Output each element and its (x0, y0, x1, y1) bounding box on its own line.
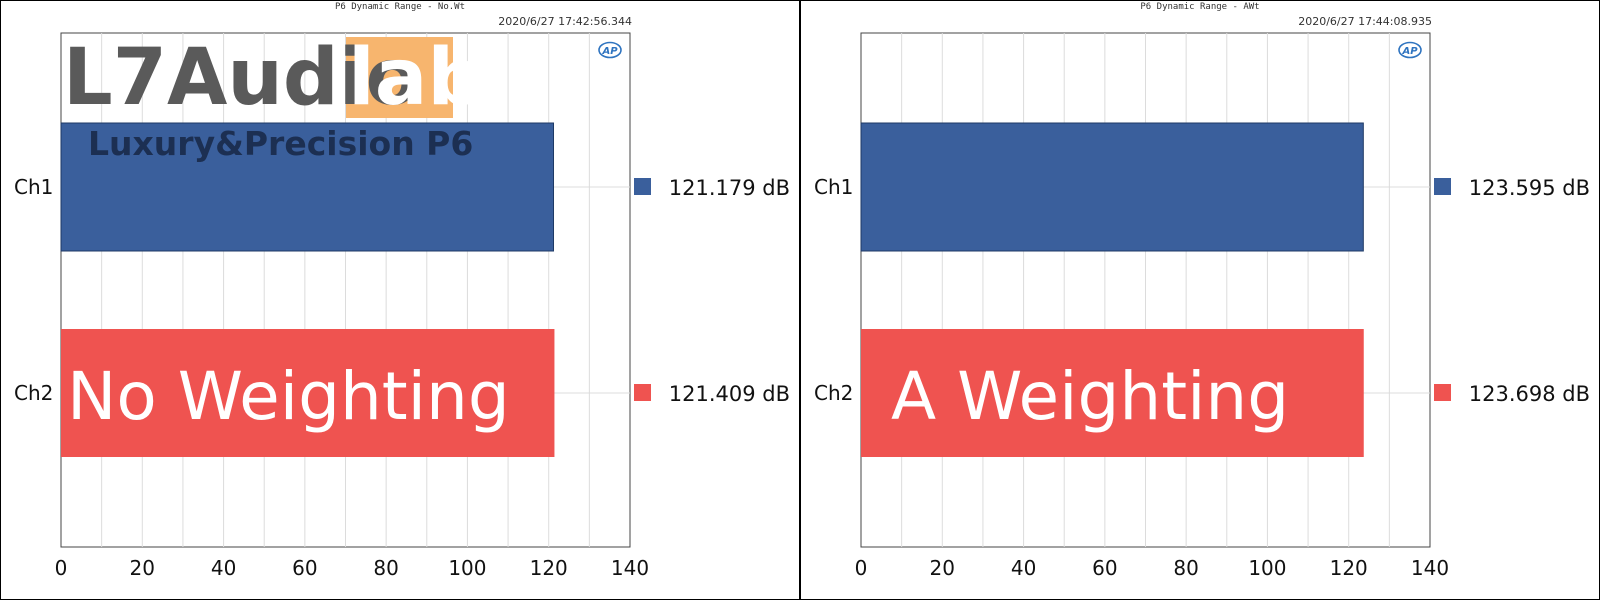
legend-swatch (634, 384, 651, 401)
legend-swatch (634, 178, 651, 195)
bar-ch2 (61, 329, 555, 457)
legend-swatch (1434, 384, 1451, 401)
chart-title: P6 Dynamic Range - No.Wt (335, 2, 465, 12)
x-tick-label: 120 (530, 556, 568, 580)
bar-ch1 (860, 122, 1364, 252)
x-tick-label: 20 (130, 556, 155, 580)
y-tick-label: Ch1 (814, 175, 853, 199)
ap-badge-text: AP (601, 46, 618, 57)
x-tick-label: 100 (1248, 556, 1286, 580)
value-label: 123.698 dB (1469, 382, 1590, 406)
logo-text-dark: L7Audio (63, 33, 419, 123)
x-tick-label: 140 (611, 556, 649, 580)
bar-ch1 (60, 122, 555, 252)
value-label: 121.409 dB (669, 382, 790, 406)
y-tick-label: Ch2 (814, 381, 853, 405)
ap-badge-icon (598, 41, 622, 59)
chart-panel-2: P6 Dynamic Range - AWt 2020/6/27 17:44:08… (800, 0, 1600, 600)
legend-swatch (1434, 178, 1451, 195)
x-tick-label: 0 (55, 556, 68, 580)
x-tick-label: 60 (1092, 556, 1117, 580)
chart-title: P6 Dynamic Range - AWt (1140, 2, 1259, 12)
x-tick-label: 140 (1411, 556, 1449, 580)
ap-badge-text: AP (1401, 46, 1418, 57)
value-label: 123.595 dB (1469, 176, 1590, 200)
x-tick-label: 80 (373, 556, 398, 580)
ap-badge-icon (1398, 41, 1422, 59)
overlay-weighting-label: A Weighting (891, 358, 1289, 435)
x-tick-label: 0 (855, 556, 868, 580)
x-tick-label: 80 (1173, 556, 1198, 580)
chart-timestamp: 2020/6/27 17:44:08.935 (1298, 15, 1432, 28)
x-tick-label: 120 (1330, 556, 1368, 580)
y-tick-label: Ch1 (14, 175, 53, 199)
logo-text-light: lab (348, 33, 483, 123)
logo-subtitle: Luxury&Precision P6 (88, 124, 473, 163)
x-tick-label: 40 (1011, 556, 1036, 580)
y-tick-label: Ch2 (14, 381, 53, 405)
logo-lab-background (346, 37, 453, 118)
chart-timestamp: 2020/6/27 17:42:56.344 (498, 15, 632, 28)
x-tick-label: 60 (292, 556, 317, 580)
x-tick-label: 20 (930, 556, 955, 580)
x-tick-label: 100 (448, 556, 486, 580)
value-label: 121.179 dB (669, 176, 790, 200)
overlay-weighting-label: No Weighting (67, 358, 510, 435)
bar-ch2 (861, 329, 1364, 457)
x-tick-label: 40 (211, 556, 236, 580)
